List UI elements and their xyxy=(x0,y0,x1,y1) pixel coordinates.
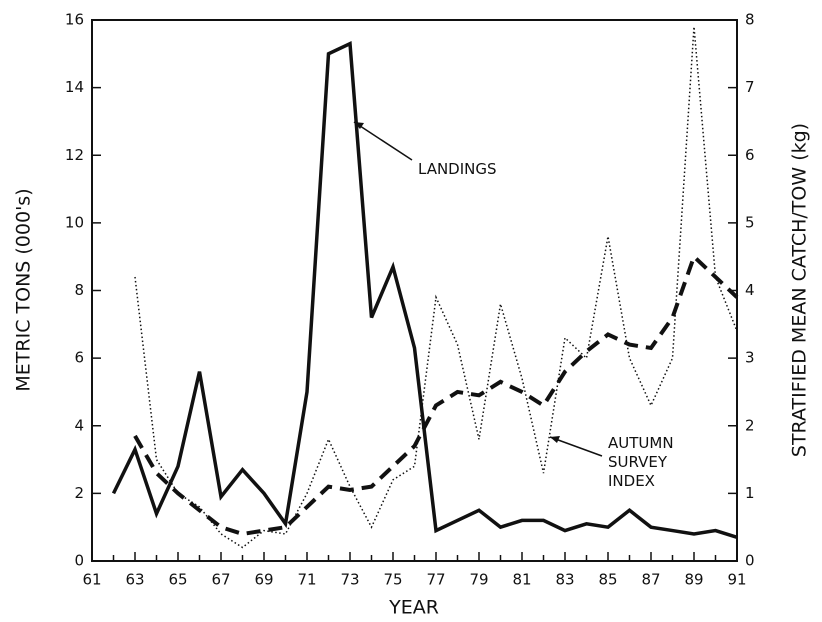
annotation: AUTUMN SURVEY INDEX xyxy=(608,434,674,490)
y-tick-label: 10 xyxy=(65,213,84,231)
y-tick-label: 16 xyxy=(65,11,84,29)
x-tick-label: 87 xyxy=(641,571,660,589)
x-tick-label: 65 xyxy=(168,571,187,589)
x-tick-label: 67 xyxy=(211,571,230,589)
y2-tick-label: 5 xyxy=(745,213,755,231)
y2-tick-label: 0 xyxy=(745,552,755,570)
x-tick-label: 73 xyxy=(340,571,359,589)
x-tick-label: 89 xyxy=(684,571,703,589)
y-tick-label: 6 xyxy=(74,349,84,367)
x-tick-label: 75 xyxy=(383,571,402,589)
x-tick-label: 69 xyxy=(254,571,273,589)
series-line xyxy=(111,41,738,540)
arrow-head xyxy=(550,436,560,443)
y2-tick-label: 6 xyxy=(745,146,755,164)
y2-axis-label: STRATIFIED MEAN CATCH/TOW (kg) xyxy=(789,123,811,457)
y2-tick-label: 2 xyxy=(745,416,755,434)
y2-tick-label: 3 xyxy=(745,349,755,367)
y2-tick-label: 4 xyxy=(745,281,755,299)
y-tick-label: 0 xyxy=(74,552,84,570)
series-line xyxy=(134,26,738,549)
y-tick-label: 4 xyxy=(74,416,84,434)
x-axis-label: YEAR xyxy=(388,597,439,619)
y-tick-label: 8 xyxy=(74,281,84,299)
x-tick-label: 79 xyxy=(469,571,488,589)
x-tick-label: 71 xyxy=(297,571,316,589)
x-tick-label: 77 xyxy=(426,571,445,589)
y-tick-label: 14 xyxy=(65,78,84,96)
y2-tick-label: 8 xyxy=(745,11,755,29)
x-tick-label: 91 xyxy=(727,571,746,589)
landings-label: LANDINGS xyxy=(418,160,497,178)
annotation-arrow xyxy=(353,121,413,161)
annotation-arrow xyxy=(549,436,603,457)
x-tick-label: 81 xyxy=(512,571,531,589)
y-tick-label: 12 xyxy=(65,146,84,164)
y2-tick-label: 7 xyxy=(745,78,755,96)
x-tick-label: 61 xyxy=(82,571,101,589)
y2-tick-label: 1 xyxy=(745,484,755,502)
series-line xyxy=(133,253,739,536)
y-tick-label: 2 xyxy=(74,484,84,502)
y-axis-label: METRIC TONS (000's) xyxy=(13,188,35,391)
x-tick-label: 83 xyxy=(555,571,574,589)
annotation: LANDINGS xyxy=(418,160,497,178)
x-tick-label: 63 xyxy=(125,571,144,589)
survey-label: AUTUMN SURVEY INDEX xyxy=(608,434,674,490)
x-tick-label: 85 xyxy=(598,571,617,589)
